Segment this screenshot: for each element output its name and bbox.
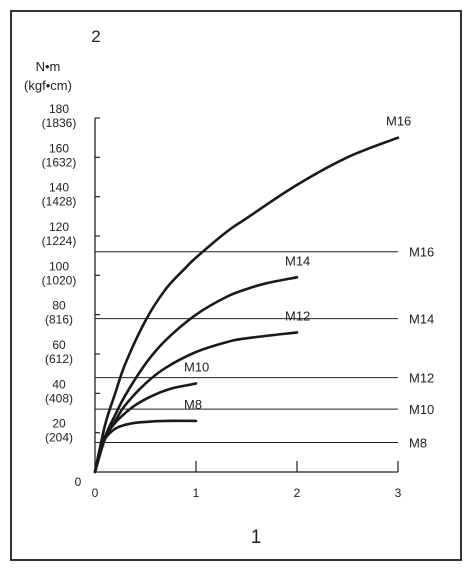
y-axis-number: 2 [91,27,100,46]
y-tick-label-120: 120 [49,220,69,234]
series-line-m14 [93,276,299,474]
reference-label-m16: M16 [409,245,434,260]
reference-label-m10: M10 [409,402,434,417]
x-tick-label-3: 3 [395,486,402,500]
series-label-m16: M16 [386,114,411,129]
y-tick-label2-140: (1428) [42,195,77,209]
reference-label-m8: M8 [409,436,427,451]
y-tick-label2-160: (1632) [42,155,77,169]
y-tick-label-20: 20 [52,417,66,431]
curves: M8 M10 M12 M14 M16 [93,114,411,474]
y-tick-label-60: 60 [52,338,66,352]
y-tick-label-160: 160 [49,141,69,155]
y-unit-line-2: (kgf•cm) [24,78,72,93]
x-ticks: 0 1 2 3 [92,461,402,500]
y-tick-label-180: 180 [49,102,69,116]
series-label-m8: M8 [184,397,202,412]
y-tick-label2-80: (816) [45,313,73,327]
reference-label-m14: M14 [409,312,434,327]
y-ticks: 20(204) 40(408) 60(612) 80(816) 100(1020) 120… [42,102,100,445]
y-tick-label-140: 140 [49,181,69,195]
y-tick-label2-100: (1020) [42,273,77,287]
y-tick-label-40: 40 [52,377,66,391]
series-label-m12: M12 [285,308,310,323]
y-origin-label: 0 [75,475,82,489]
series-line-m16 [93,136,400,474]
y-tick-label-100: 100 [49,259,69,273]
x-tick-label-2: 2 [294,486,301,500]
axes [94,118,398,473]
y-tick-label2-120: (1224) [42,234,77,248]
series-label-m14: M14 [285,253,310,268]
reference-lines: M8 M10 M12 M14 M16 [95,245,434,451]
y-tick-label-80: 80 [52,299,66,313]
y-tick-label2-20: (204) [45,431,73,445]
series-label-m10: M10 [184,360,209,375]
y-tick-label2-40: (408) [45,391,73,405]
chart-frame [10,10,462,561]
x-tick-label-0: 0 [92,486,99,500]
x-tick-label-1: 1 [193,486,200,500]
reference-label-m12: M12 [409,371,434,386]
y-tick-label2-60: (612) [45,352,73,366]
series-line-m12 [93,331,299,474]
x-axis-number: 1 [251,527,262,548]
y-tick-label2-180: (1836) [42,116,77,130]
y-unit-line-1: N•m [36,59,61,74]
